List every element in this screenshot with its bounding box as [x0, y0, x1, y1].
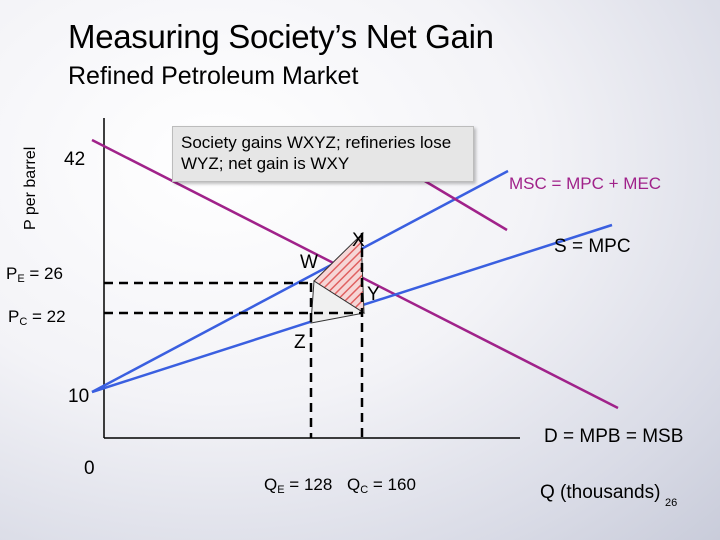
point-w-label: W — [300, 252, 318, 273]
point-z-label: Z — [294, 332, 306, 353]
price-10-label: 10 — [68, 386, 89, 407]
price-pc-label: PC = 22 — [8, 307, 66, 328]
point-y-label: Y — [367, 284, 380, 305]
price-pe-label: PE = 26 — [6, 264, 63, 285]
supply-curve-label: S = MPC — [554, 236, 631, 257]
demand-curve-label: D = MPB = MSB — [544, 426, 683, 447]
point-x-label: X — [352, 230, 365, 251]
quantity-qe-label: QE = 128 — [264, 475, 332, 496]
dashed-guides — [104, 233, 364, 438]
x-axis-label: Q (thousands) — [540, 482, 660, 503]
msc-curve — [91, 169, 509, 394]
msc-curve-label: MSC = MPC + MEC — [509, 174, 661, 193]
slide-number: 26 — [665, 497, 677, 509]
origin-label: 0 — [84, 458, 95, 479]
callout-box: Society gains WXYZ; refineries lose WYZ;… — [172, 126, 474, 182]
slide-title: Measuring Society’s Net Gain — [68, 18, 494, 55]
price-42-label: 42 — [64, 149, 85, 170]
quantity-qc-label: QC = 160 — [347, 475, 416, 496]
slide-subtitle: Refined Petroleum Market — [68, 62, 359, 90]
